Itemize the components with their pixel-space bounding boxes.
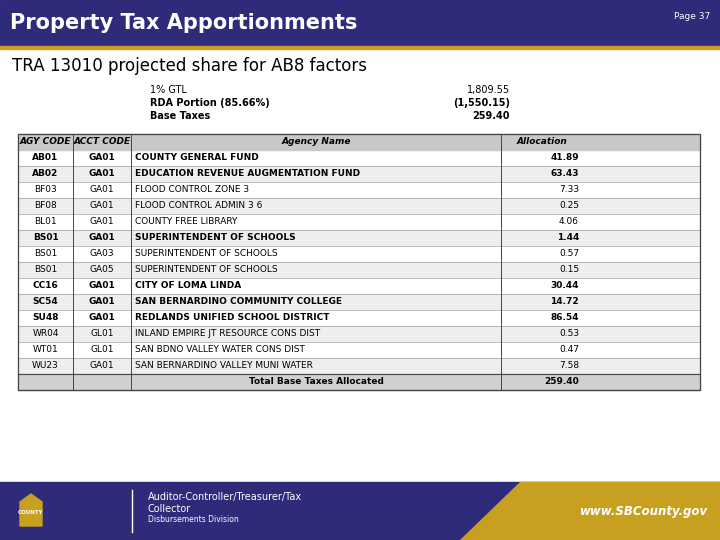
Text: GL01: GL01 — [90, 329, 114, 339]
Text: SUPERINTENDENT OF SCHOOLS: SUPERINTENDENT OF SCHOOLS — [135, 249, 278, 259]
Text: FLOOD CONTROL ZONE 3: FLOOD CONTROL ZONE 3 — [135, 186, 249, 194]
Bar — [18, 326, 700, 342]
Text: SU48: SU48 — [32, 314, 59, 322]
Text: 14.72: 14.72 — [550, 298, 579, 307]
Text: 7.33: 7.33 — [559, 186, 579, 194]
Text: SAN BERNARDINO VALLEY MUNI WATER: SAN BERNARDINO VALLEY MUNI WATER — [135, 361, 313, 370]
Text: 1,809.55: 1,809.55 — [467, 85, 510, 95]
Text: CITY OF LOMA LINDA: CITY OF LOMA LINDA — [135, 281, 241, 291]
Text: BS01: BS01 — [34, 266, 57, 274]
Bar — [18, 294, 700, 310]
Text: INLAND EMPIRE JT RESOURCE CONS DIST: INLAND EMPIRE JT RESOURCE CONS DIST — [135, 329, 320, 339]
Text: BF03: BF03 — [34, 186, 57, 194]
Bar — [18, 342, 700, 358]
Polygon shape — [460, 482, 720, 540]
Text: Collector: Collector — [148, 504, 192, 514]
Text: GA01: GA01 — [90, 361, 114, 370]
Text: Allocation: Allocation — [517, 138, 567, 146]
Text: EDUCATION REVENUE AUGMENTATION FUND: EDUCATION REVENUE AUGMENTATION FUND — [135, 170, 360, 179]
Text: GL01: GL01 — [90, 346, 114, 354]
Text: (1,550.15): (1,550.15) — [453, 98, 510, 108]
Text: GA01: GA01 — [89, 314, 115, 322]
Bar — [18, 262, 700, 278]
Text: 0.15: 0.15 — [559, 266, 579, 274]
Bar — [18, 278, 700, 294]
Text: COUNTY: COUNTY — [18, 510, 44, 515]
Text: GA01: GA01 — [89, 170, 115, 179]
Text: REDLANDS UNIFIED SCHOOL DISTRICT: REDLANDS UNIFIED SCHOOL DISTRICT — [135, 314, 330, 322]
Text: 4.06: 4.06 — [559, 218, 579, 226]
Text: SAN BERNARDINO COMMUNITY COLLEGE: SAN BERNARDINO COMMUNITY COLLEGE — [135, 298, 342, 307]
Text: GA05: GA05 — [90, 266, 114, 274]
Text: GA01: GA01 — [90, 201, 114, 211]
Bar — [18, 182, 700, 198]
Text: BF08: BF08 — [34, 201, 57, 211]
Bar — [18, 374, 700, 390]
Text: WT01: WT01 — [32, 346, 58, 354]
Bar — [0, 46, 720, 49]
Text: ACCT CODE: ACCT CODE — [73, 138, 130, 146]
Bar — [18, 150, 700, 166]
Text: BS01: BS01 — [32, 233, 58, 242]
Text: 0.57: 0.57 — [559, 249, 579, 259]
Text: 1.44: 1.44 — [557, 233, 579, 242]
Text: 1% GTL: 1% GTL — [150, 85, 187, 95]
Text: RDA Portion (85.66%): RDA Portion (85.66%) — [150, 98, 270, 108]
Bar — [18, 134, 700, 390]
Text: AB01: AB01 — [32, 153, 58, 163]
Text: CC16: CC16 — [32, 281, 58, 291]
Bar — [0, 482, 720, 540]
Text: GA01: GA01 — [89, 233, 115, 242]
Text: BS01: BS01 — [34, 249, 57, 259]
Polygon shape — [20, 494, 42, 526]
Text: COUNTY GENERAL FUND: COUNTY GENERAL FUND — [135, 153, 258, 163]
Text: 0.47: 0.47 — [559, 346, 579, 354]
Text: GA01: GA01 — [89, 298, 115, 307]
Bar — [18, 166, 700, 182]
Text: 259.40: 259.40 — [544, 377, 579, 387]
Text: www.SBCounty.gov: www.SBCounty.gov — [580, 504, 708, 517]
Bar — [18, 214, 700, 230]
Bar — [18, 358, 700, 374]
Text: GA01: GA01 — [89, 153, 115, 163]
Text: COUNTY FREE LIBRARY: COUNTY FREE LIBRARY — [135, 218, 238, 226]
Text: WR04: WR04 — [32, 329, 59, 339]
Text: Auditor-Controller/Treasurer/Tax: Auditor-Controller/Treasurer/Tax — [148, 492, 302, 502]
Text: SAN BDNO VALLEY WATER CONS DIST: SAN BDNO VALLEY WATER CONS DIST — [135, 346, 305, 354]
Bar — [18, 246, 700, 262]
Text: 86.54: 86.54 — [551, 314, 579, 322]
Text: SUPERINTENDENT OF SCHOOLS: SUPERINTENDENT OF SCHOOLS — [135, 266, 278, 274]
Text: Total Base Taxes Allocated: Total Base Taxes Allocated — [248, 377, 384, 387]
Text: Property Tax Apportionments: Property Tax Apportionments — [10, 13, 357, 33]
Text: 7.58: 7.58 — [559, 361, 579, 370]
Text: 259.40: 259.40 — [472, 111, 510, 121]
Text: Agency Name: Agency Name — [282, 138, 351, 146]
Bar — [0, 0, 720, 46]
Text: AB02: AB02 — [32, 170, 58, 179]
Text: GA01: GA01 — [90, 218, 114, 226]
Text: SC54: SC54 — [32, 298, 58, 307]
Text: TRA 13010 projected share for AB8 factors: TRA 13010 projected share for AB8 factor… — [12, 57, 367, 75]
Bar — [18, 310, 700, 326]
Text: 0.25: 0.25 — [559, 201, 579, 211]
Bar — [18, 230, 700, 246]
Bar — [18, 134, 700, 150]
Text: WU23: WU23 — [32, 361, 59, 370]
Text: 30.44: 30.44 — [551, 281, 579, 291]
Text: GA01: GA01 — [90, 186, 114, 194]
Text: 0.53: 0.53 — [559, 329, 579, 339]
Text: 41.89: 41.89 — [550, 153, 579, 163]
Text: BL01: BL01 — [34, 218, 57, 226]
Text: SUPERINTENDENT OF SCHOOLS: SUPERINTENDENT OF SCHOOLS — [135, 233, 296, 242]
Text: AGY CODE: AGY CODE — [19, 138, 71, 146]
Text: Page 37: Page 37 — [674, 12, 710, 21]
Text: 63.43: 63.43 — [551, 170, 579, 179]
Text: FLOOD CONTROL ADMIN 3 6: FLOOD CONTROL ADMIN 3 6 — [135, 201, 262, 211]
Text: Disbursements Division: Disbursements Division — [148, 515, 239, 524]
Text: GA03: GA03 — [90, 249, 114, 259]
Text: GA01: GA01 — [89, 281, 115, 291]
Bar — [18, 198, 700, 214]
Text: Base Taxes: Base Taxes — [150, 111, 210, 121]
